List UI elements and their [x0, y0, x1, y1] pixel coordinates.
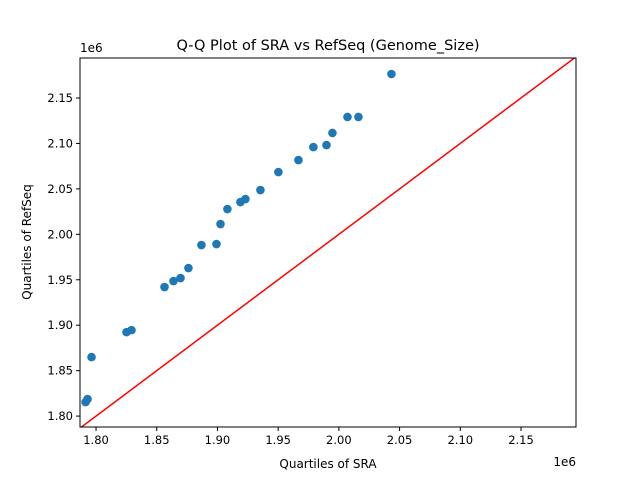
y-tick-label: 2.05 [47, 182, 73, 196]
data-point [241, 194, 250, 204]
data-point [256, 185, 265, 195]
x-tick-label: 2.05 [387, 433, 413, 447]
data-point [328, 128, 337, 138]
y-tick-label: 1.90 [47, 318, 73, 332]
data-point [294, 155, 303, 165]
chart-title: Q-Q Plot of SRA vs RefSeq (Genome_Size) [176, 38, 479, 54]
y-tick-label: 2.00 [47, 227, 73, 241]
data-point [197, 240, 206, 250]
y-tick-label: 2.10 [47, 136, 73, 150]
data-point [322, 140, 331, 150]
x-axis-label: Quartiles of SRA [279, 457, 377, 471]
data-point [387, 69, 396, 79]
x-tick-label: 2.15 [508, 433, 534, 447]
data-point [176, 273, 185, 283]
plot-area: 1.80 1.85 1.90 1.95 2.00 2.05 2.10 2.15 1.80 1.85… [47, 57, 577, 447]
axes-frame [79, 57, 577, 428]
data-point [160, 282, 169, 292]
y-tick-label: 1.95 [47, 273, 73, 287]
data-point [212, 239, 221, 249]
x-tick-label: 1.90 [205, 433, 231, 447]
data-point [169, 276, 178, 286]
data-point [309, 142, 318, 152]
y-tick-label: 1.85 [47, 364, 73, 378]
data-point [343, 112, 352, 122]
reference-line [80, 58, 576, 427]
x-offset-label: 1e6 [553, 455, 576, 469]
data-point [87, 352, 96, 362]
x-tick-label: 2.00 [326, 433, 352, 447]
y-tick-label: 1.80 [47, 409, 73, 423]
y-axis-label: Quartiles of RefSeq [20, 184, 34, 300]
data-point [216, 219, 225, 229]
data-point [354, 112, 363, 122]
x-tick-label: 1.95 [265, 433, 291, 447]
data-point [274, 167, 283, 177]
y-offset-label: 1e6 [80, 41, 103, 55]
data-point [184, 263, 193, 273]
data-point [127, 325, 136, 335]
data-point [223, 204, 232, 214]
x-tick-label: 1.85 [144, 433, 170, 447]
x-tick-label: 1.80 [83, 433, 109, 447]
x-tick-label: 2.10 [447, 433, 473, 447]
y-tick-label: 2.15 [47, 91, 73, 105]
data-point [83, 394, 92, 404]
